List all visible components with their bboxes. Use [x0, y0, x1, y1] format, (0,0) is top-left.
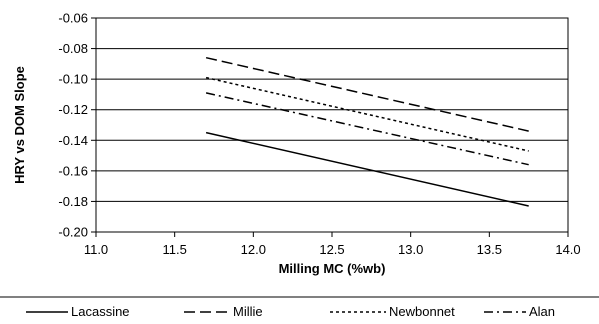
series-line-newbonnet	[205, 76, 529, 152]
series-lines	[205, 56, 529, 207]
x-tick-label: 13.0	[398, 242, 423, 257]
y-tick-label: -0.16	[58, 163, 88, 178]
legend-label: Newbonnet	[389, 304, 455, 319]
x-tick-label: 14.0	[555, 242, 580, 257]
legend-item-newbonnet: Newbonnet	[330, 304, 455, 319]
y-axis-title: HRY vs DOM Slope	[12, 66, 27, 184]
x-tick-label: 12.5	[319, 242, 344, 257]
series-line-alan	[205, 92, 529, 166]
y-tick-label: -0.10	[58, 72, 88, 87]
x-axis-ticks: 11.0 11.5 12.0 12.5 13.0 13.5 14.0	[84, 232, 581, 257]
x-axis-title: Milling MC (%wb)	[279, 261, 386, 276]
legend-item-millie: Millie	[184, 304, 263, 319]
y-tick-label: -0.08	[58, 41, 88, 56]
plot-area-frame	[95, 17, 569, 233]
x-tick-label: 11.5	[162, 242, 186, 257]
y-tick-label: -0.06	[58, 11, 88, 26]
gridlines	[96, 17, 568, 233]
y-tick-label: -0.14	[58, 133, 88, 148]
y-tick-label: -0.20	[58, 225, 88, 240]
x-tick-label: 13.5	[477, 242, 502, 257]
series-line-millie	[205, 56, 529, 132]
x-tick-label: 11.0	[84, 242, 108, 257]
legend-item-alan: Alan	[484, 304, 555, 319]
legend: Lacassine Millie Newbonnet Alan	[26, 304, 555, 319]
x-tick-label: 12.0	[241, 242, 266, 257]
legend-label: Lacassine	[71, 304, 130, 319]
legend-label: Alan	[529, 304, 555, 319]
legend-item-lacassine: Lacassine	[26, 304, 130, 319]
y-tick-label: -0.18	[58, 194, 88, 209]
series-line-lacassine	[205, 131, 529, 207]
legend-label: Millie	[233, 304, 263, 319]
y-axis-ticks: -0.06 -0.08 -0.10 -0.12 -0.14 -0.16 -0.18 -0.20	[58, 11, 96, 240]
y-tick-label: -0.12	[58, 102, 88, 117]
